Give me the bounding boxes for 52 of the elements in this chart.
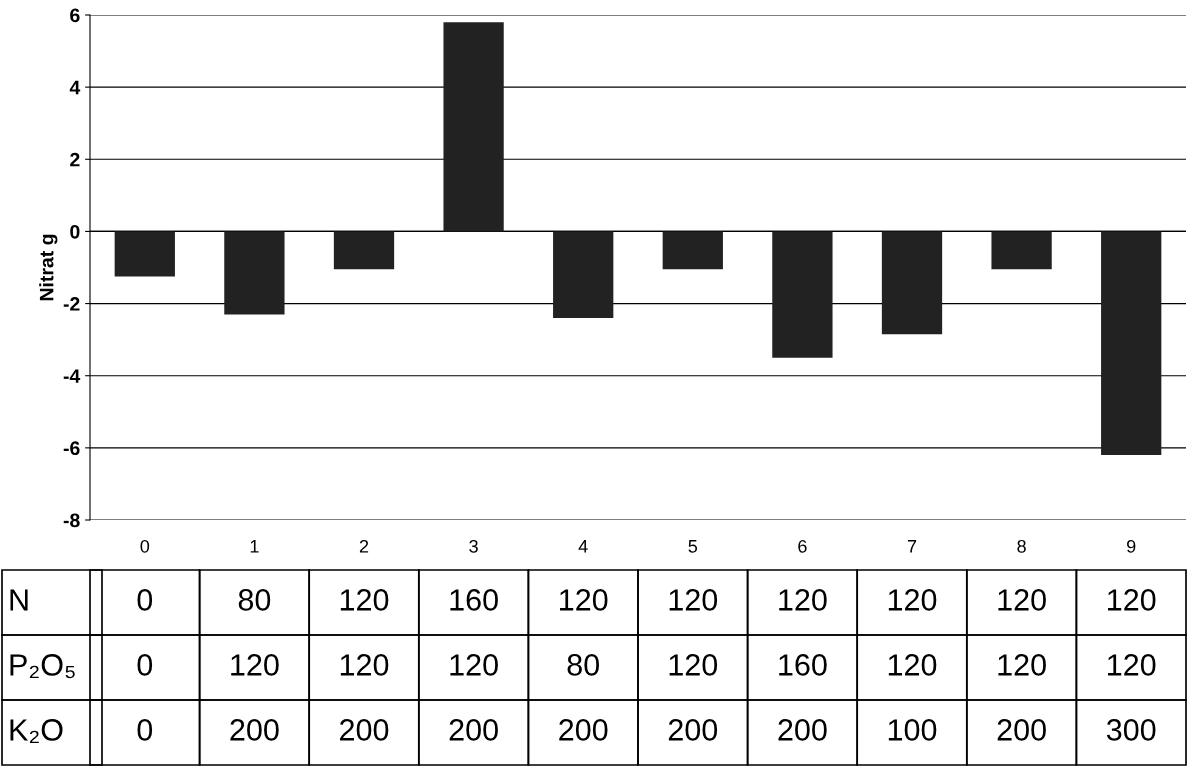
text: 200 xyxy=(230,719,279,741)
text: 120 xyxy=(450,654,498,676)
text: 0 xyxy=(137,654,153,676)
text: 120 xyxy=(669,654,718,676)
text: 80 xyxy=(238,589,271,611)
text: 0 xyxy=(137,719,153,741)
text: N xyxy=(10,589,28,611)
text: 200 xyxy=(449,719,498,741)
x-tick-label: 5 xyxy=(688,540,698,553)
y-tick-label: -2 xyxy=(63,297,80,311)
text: 100 xyxy=(888,719,937,741)
text: 120 xyxy=(669,589,718,611)
text: 120 xyxy=(340,589,389,611)
text: 160 xyxy=(779,654,827,676)
x-tick-label: 0 xyxy=(140,539,150,553)
text: 200 xyxy=(997,719,1046,741)
x-tick-label: 4 xyxy=(578,540,588,553)
text: 120 xyxy=(998,589,1046,611)
text: 120 xyxy=(1108,654,1156,676)
text: 300 xyxy=(1106,719,1156,741)
text: 200 xyxy=(340,719,389,741)
y-tick-label: -6 xyxy=(63,441,80,456)
text: 200 xyxy=(778,719,827,741)
y-tick-label: 0 xyxy=(70,224,80,239)
x-tick-label: 9 xyxy=(1127,539,1136,553)
text: K₂O xyxy=(10,719,63,744)
text: 0 xyxy=(137,589,153,611)
text: 120 xyxy=(888,589,937,611)
text: 120 xyxy=(1108,589,1156,611)
text: 200 xyxy=(559,719,608,741)
y-tick-label: -4 xyxy=(63,369,81,383)
x-tick-label: 7 xyxy=(907,540,917,553)
y-tick-label: 2 xyxy=(70,152,80,167)
text: P₂O₅ xyxy=(10,654,75,679)
x-tick-label: 1 xyxy=(250,540,259,553)
x-tick-label: 6 xyxy=(798,539,807,553)
x-tick-label: 2 xyxy=(359,539,369,553)
y-tick-label: -8 xyxy=(63,513,80,528)
text: 120 xyxy=(340,654,389,676)
y-tick-label: 4 xyxy=(69,80,81,95)
text: 80 xyxy=(567,654,599,676)
text: 160 xyxy=(450,589,498,611)
text: 120 xyxy=(560,589,608,611)
y-axis-title: Nitrat g xyxy=(39,234,58,301)
text: 200 xyxy=(668,719,718,741)
x-tick-label: 8 xyxy=(1017,539,1026,553)
y-tick-label: 6 xyxy=(70,8,80,23)
text: 120 xyxy=(998,654,1046,676)
x-tick-label: 3 xyxy=(469,539,478,553)
text: 120 xyxy=(231,654,279,676)
text: 120 xyxy=(779,589,827,611)
text: 120 xyxy=(888,654,937,676)
